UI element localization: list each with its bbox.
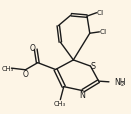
Text: Cl: Cl	[100, 29, 107, 35]
Text: CH₃: CH₃	[54, 100, 66, 106]
Text: O: O	[30, 44, 36, 53]
Text: NH: NH	[114, 78, 126, 87]
Text: CH₃: CH₃	[2, 65, 14, 71]
Text: N: N	[80, 90, 86, 99]
Text: S: S	[91, 61, 96, 70]
Text: Cl: Cl	[97, 10, 104, 16]
Text: O: O	[22, 70, 28, 78]
Text: 2: 2	[120, 81, 124, 86]
